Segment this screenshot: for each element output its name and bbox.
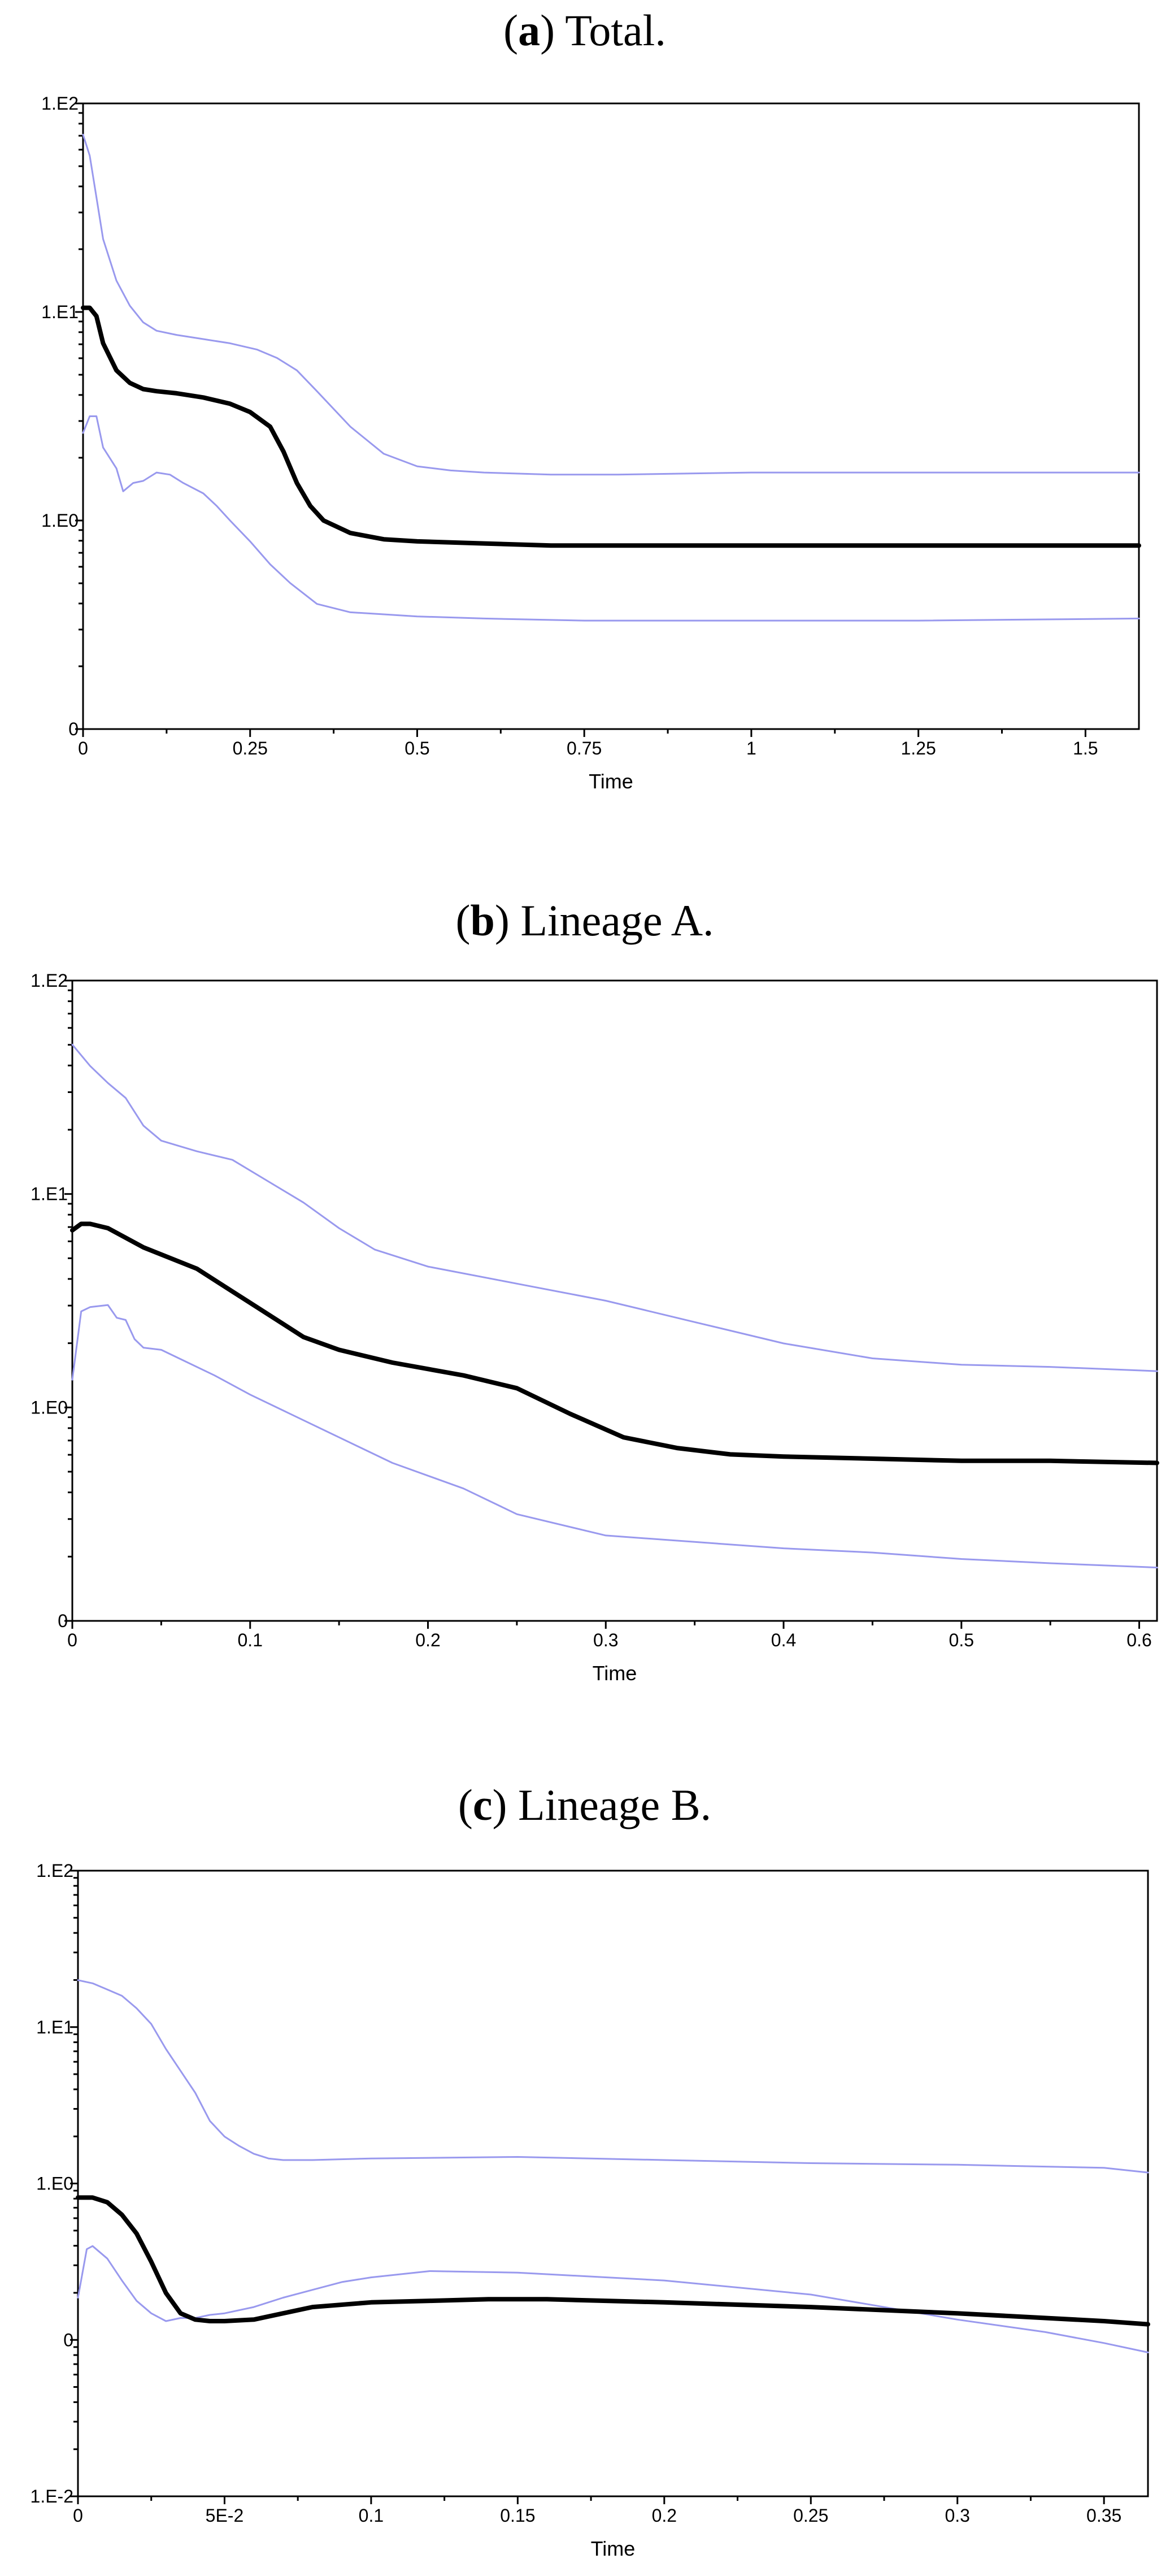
panel-a-letter: a bbox=[518, 6, 540, 55]
panel-b-letter: b bbox=[470, 896, 494, 945]
panel-a-x-axis-label: Time bbox=[589, 770, 633, 793]
panel-c-y-tick-label: 1.E-2 bbox=[31, 2486, 73, 2506]
panel-c-x-tick-label: 0.15 bbox=[500, 2505, 535, 2526]
panel-b-title: (b) Lineage A. bbox=[455, 896, 714, 945]
panel-b-x-axis-label: Time bbox=[593, 1662, 637, 1685]
panel-a-x-tick-label: 1.25 bbox=[901, 738, 936, 758]
panel-c: (c) Lineage B. 0 5E-2 0.1 0.15 0.2 0.25 0.3 0.3… bbox=[31, 1780, 1150, 2560]
panel-c-y-tick-label: 1.E0 bbox=[36, 2174, 73, 2194]
panel-c-y-tick-label: 1.E1 bbox=[36, 2017, 73, 2037]
panel-b-lower-line bbox=[71, 1304, 1158, 1569]
panel-c-x-tick-label: 0.1 bbox=[359, 2505, 384, 2526]
panel-c-x-tick-label: 0.35 bbox=[1086, 2505, 1121, 2526]
panel-b-x-tick-label: 0.3 bbox=[593, 1630, 618, 1650]
panel-c-upper-line bbox=[77, 1979, 1149, 2174]
panel-b-plot: 0 0.1 0.2 0.3 0.4 0.5 0.6 0 1.E0 1.E1 1.E2 Time bbox=[31, 970, 1159, 1685]
panel-a-y-tick-label: 1.E2 bbox=[41, 93, 79, 114]
panel-a-y-tick-label: 1.E0 bbox=[41, 510, 79, 531]
panel-a-lower-line bbox=[82, 415, 1140, 622]
panel-b-x-tick-label: 0.5 bbox=[949, 1630, 974, 1650]
panel-c-x-axis-label: Time bbox=[591, 2537, 636, 2560]
panel-a: (a) Total. 0 0.25 0.5 0.75 1 1.25 1.5 0 1.E0 1.E1… bbox=[41, 6, 1141, 793]
panel-c-title-text: Lineage B. bbox=[518, 1780, 711, 1829]
panel-b: (b) Lineage A. 0 0.1 0.2 0.3 0.4 0.5 0.6 0 1.E0 1… bbox=[31, 896, 1159, 1685]
panel-a-x-tick-label: 0.5 bbox=[405, 738, 429, 758]
panel-a-plot: 0 0.25 0.5 0.75 1 1.25 1.5 0 1.E0 1.E1 1.E2 Time bbox=[41, 93, 1141, 793]
panel-c-x-tick-label: 0.3 bbox=[945, 2505, 969, 2526]
panel-b-x-tick-label: 0 bbox=[67, 1630, 77, 1650]
panel-a-upper-line bbox=[82, 133, 1140, 476]
panel-a-y-tick-label: 1.E1 bbox=[41, 302, 79, 322]
panel-b-title-text: Lineage A. bbox=[520, 896, 714, 945]
panel-b-x-tick-label: 0.2 bbox=[415, 1630, 440, 1650]
panel-c-y-tick-label: 1.E2 bbox=[36, 1861, 73, 1881]
panel-c-letter: c bbox=[473, 1780, 493, 1829]
panel-b-y-tick-label: 0 bbox=[58, 1611, 68, 1631]
panel-a-x-tick-label: 0.75 bbox=[567, 738, 602, 758]
panel-b-upper-line bbox=[71, 1043, 1158, 1372]
panel-a-y-tick-label: 0 bbox=[68, 719, 79, 739]
panel-a-x-tick-label: 0 bbox=[78, 738, 88, 758]
panel-b-x-tick-label: 0.4 bbox=[771, 1630, 796, 1650]
panel-a-x-tick-label: 1 bbox=[746, 738, 756, 758]
panel-b-y-tick-label: 1.E1 bbox=[31, 1184, 68, 1204]
panel-c-x-tick-label: 0.2 bbox=[652, 2505, 677, 2526]
panel-a-plot-frame bbox=[82, 102, 1140, 730]
panel-c-plot-frame bbox=[77, 1870, 1149, 2497]
panel-c-plot: 0 5E-2 0.1 0.15 0.2 0.25 0.3 0.351.E-201.E01.E1… bbox=[31, 1861, 1150, 2560]
panel-c-x-tick-label: 0 bbox=[73, 2505, 83, 2526]
panel-c-title: (c) Lineage B. bbox=[458, 1780, 711, 1829]
panel-c-x-tick-label: 0.25 bbox=[793, 2505, 828, 2526]
panel-b-plot-frame bbox=[71, 979, 1158, 1622]
panel-a-x-tick-label: 1.5 bbox=[1073, 738, 1098, 758]
panel-b-x-tick-label: 0.6 bbox=[1126, 1630, 1151, 1650]
panel-b-x-tick-label: 0.1 bbox=[238, 1630, 263, 1650]
panel-c-x-tick-label: 5E-2 bbox=[206, 2505, 244, 2526]
panel-b-y-tick-label: 1.E2 bbox=[31, 970, 68, 991]
panel-a-title-text: Total. bbox=[565, 6, 666, 55]
panel-b-median-line bbox=[70, 1221, 1159, 1465]
panel-c-lower-line bbox=[77, 2245, 1149, 2353]
panel-b-y-tick-label: 1.E0 bbox=[31, 1397, 68, 1417]
panel-c-median-line bbox=[76, 2195, 1150, 2327]
panel-a-x-tick-label: 0.25 bbox=[233, 738, 268, 758]
panel-c-y-tick-label: 0 bbox=[63, 2330, 73, 2350]
panel-a-title: (a) Total. bbox=[503, 6, 666, 55]
panel-a-median-line bbox=[81, 305, 1141, 548]
